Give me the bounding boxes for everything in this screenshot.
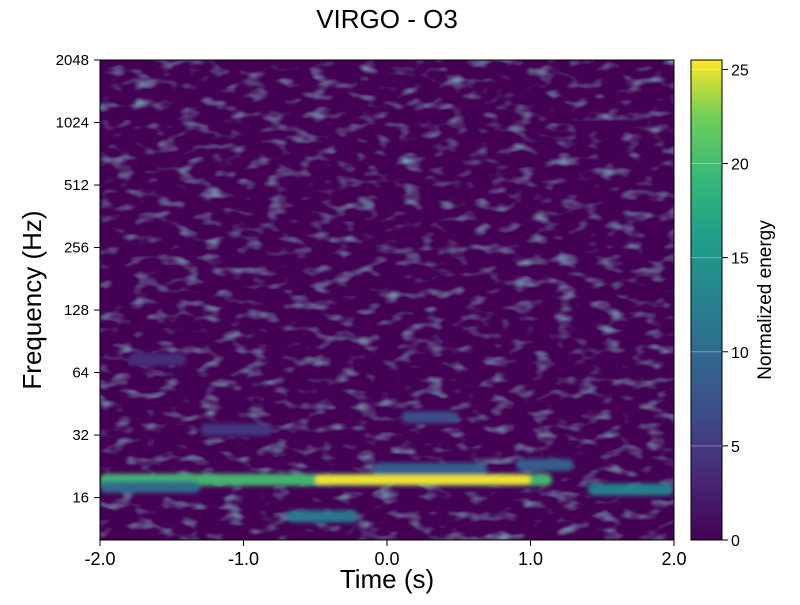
colorbar-ticks: 0 5 10 15 20 25 bbox=[691, 62, 749, 550]
colorbar-tick-label: 5 bbox=[731, 439, 740, 456]
y-tick-label: 32 bbox=[72, 427, 89, 444]
y-axis-label: Frequency (Hz) bbox=[17, 210, 47, 389]
colorbar: 0 5 10 15 20 25 Normalized energy bbox=[690, 59, 776, 550]
y-tick-label: 512 bbox=[64, 177, 89, 194]
x-axis-ticks: -2.0 -1.0 0.0 1.0 2.0 bbox=[84, 540, 687, 569]
energy-feature-6 bbox=[516, 458, 574, 471]
chart-title: VIRGO - O3 bbox=[316, 4, 458, 34]
colorbar-gradient bbox=[690, 59, 723, 541]
x-axis-label: Time (s) bbox=[340, 564, 434, 594]
colorbar-tick-label: 0 bbox=[731, 533, 740, 550]
y-tick-label: 64 bbox=[72, 365, 89, 382]
y-tick-label: 16 bbox=[72, 490, 89, 507]
x-tick-label: 0.0 bbox=[374, 549, 399, 569]
energy-feature-9 bbox=[128, 353, 187, 366]
energy-feature-8 bbox=[200, 423, 273, 436]
plot-area bbox=[100, 60, 674, 540]
energy-feature-5 bbox=[372, 462, 488, 475]
colorbar-tick-label: 25 bbox=[731, 62, 749, 79]
colorbar-tick-label: 20 bbox=[731, 157, 749, 174]
energy-feature-7 bbox=[401, 411, 459, 424]
energy-feature-1 bbox=[315, 475, 531, 485]
colorbar-label: Normalized energy bbox=[755, 220, 776, 380]
x-tick-label: 2.0 bbox=[661, 549, 686, 569]
y-tick-label: 128 bbox=[64, 302, 89, 319]
colorbar-tick-label: 10 bbox=[731, 345, 749, 362]
noise-texture bbox=[100, 60, 674, 540]
x-tick-label: 1.0 bbox=[518, 549, 543, 569]
y-tick-label: 1024 bbox=[56, 115, 89, 132]
energy-features bbox=[100, 353, 674, 523]
energy-feature-2 bbox=[587, 483, 674, 496]
energy-feature-3 bbox=[100, 480, 201, 493]
energy-feature-4 bbox=[286, 510, 359, 523]
colorbar-tick-label: 15 bbox=[731, 251, 749, 268]
y-tick-label: 2048 bbox=[56, 52, 89, 69]
x-tick-label: -2.0 bbox=[84, 549, 115, 569]
x-tick-label: -1.0 bbox=[228, 549, 259, 569]
y-axis-ticks: 16 32 64 128 256 512 1024 2048 bbox=[56, 52, 100, 507]
y-tick-label: 256 bbox=[64, 240, 89, 257]
